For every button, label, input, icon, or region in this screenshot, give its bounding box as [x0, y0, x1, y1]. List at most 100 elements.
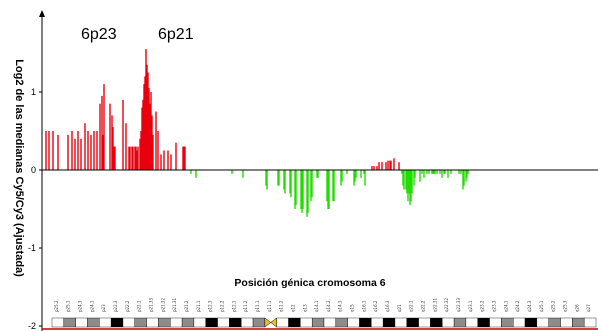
band-label: q23.3	[491, 300, 496, 312]
band-label: q11.1	[267, 300, 272, 312]
ideogram-band	[371, 317, 384, 328]
ideogram-centromere	[264, 317, 277, 328]
band-label: p12.3	[208, 300, 213, 312]
ideogram-band	[193, 317, 206, 328]
band-label: p25.1	[66, 300, 71, 312]
ideogram-band	[382, 317, 396, 328]
y-tick-label: -1	[28, 243, 36, 253]
ideogram-band	[311, 317, 325, 328]
band-label: q22.31	[432, 298, 437, 312]
band-label: q16.1	[361, 300, 366, 312]
band-label: q21	[397, 304, 402, 312]
y-tick-label: 0	[31, 165, 36, 175]
ideogram-band	[134, 317, 147, 328]
ideogram-band	[217, 317, 230, 328]
band-label: p12.1	[231, 300, 236, 312]
ideogram-band	[406, 317, 419, 328]
band-label: q13	[302, 304, 307, 312]
ideogram-band	[122, 317, 135, 328]
ideogram-band	[323, 317, 337, 328]
ideogram-band	[572, 317, 585, 328]
band-label: q14.2	[326, 300, 331, 312]
ideogram-band	[335, 317, 348, 328]
band-labels: p25.2 p25.1 p24.3 p24.1 p23 p22.3 p22.2 p22.1 p2…	[54, 298, 591, 312]
ideogram-band	[501, 317, 514, 328]
data-bars	[45, 49, 469, 217]
ideogram-band	[288, 317, 301, 328]
ideogram-band	[513, 317, 526, 328]
ideogram-band	[477, 317, 490, 328]
ideogram-band	[99, 317, 112, 328]
ideogram-band	[453, 317, 467, 328]
ideogram-band	[347, 317, 360, 328]
annotation-6p21: 6p21	[158, 26, 194, 43]
band-label: q22.2	[421, 300, 426, 312]
ideogram-band	[560, 317, 573, 328]
y-axis-arrow	[39, 10, 45, 17]
ideogram-band	[87, 317, 100, 328]
annotation-6p23: 6p23	[81, 26, 117, 43]
band-label: p23	[101, 304, 106, 312]
band-label: q24.3	[527, 300, 532, 312]
y-ticks: 1 0 -1 -2	[28, 87, 42, 331]
band-label: p22.2	[125, 300, 130, 312]
y-tick-label: -2	[28, 321, 36, 331]
band-label: q22.32	[444, 298, 449, 312]
band-label: q22.1	[409, 300, 414, 312]
band-label: q16.2	[373, 300, 378, 312]
band-label: p24.1	[89, 300, 94, 312]
ideogram-band	[181, 317, 195, 328]
band-label: q27	[586, 304, 591, 312]
band-label: p11.2	[243, 300, 248, 312]
ideogram-band	[170, 317, 183, 328]
band-label: p25.2	[54, 300, 59, 312]
band-label: q24.2	[515, 300, 520, 312]
ideogram-band	[146, 317, 159, 328]
band-label: q16.3	[385, 300, 390, 312]
band-label: q22.33	[456, 298, 461, 312]
band-label: q14.3	[338, 300, 343, 312]
ideogram-band	[465, 317, 478, 328]
y-axis	[39, 10, 45, 331]
ideogram-band	[63, 317, 76, 328]
ideogram-band	[110, 317, 124, 328]
y-tick-label: 1	[31, 87, 36, 97]
band-label: p21.32	[160, 298, 165, 312]
band-label: p24.3	[78, 300, 83, 312]
band-label: q25.3	[562, 300, 567, 312]
ideogram-band	[430, 317, 443, 328]
band-label: q23.1	[468, 300, 473, 312]
ideogram-band	[241, 317, 254, 328]
ideogram-band	[300, 317, 313, 328]
ideogram-band	[536, 317, 549, 328]
ideogram-band	[252, 317, 266, 328]
band-label: q14.1	[314, 300, 319, 312]
ideogram-band	[583, 317, 597, 328]
chromosome-ideogram	[51, 317, 597, 328]
x-axis-label: Posición génica cromosoma 6	[234, 277, 385, 289]
band-label: q23.2	[480, 300, 485, 312]
ideogram-band	[524, 317, 538, 328]
ideogram-band	[158, 317, 171, 328]
y-axis-label: Log2 de las medianas Cy5/Cy3 (Ajustada)	[13, 59, 25, 277]
band-label: q24.1	[503, 300, 508, 312]
band-label: p21.31	[172, 298, 177, 312]
ideogram-band	[276, 317, 289, 328]
band-label: p21.1	[196, 300, 201, 312]
ideogram-band	[489, 317, 502, 328]
ideogram-band	[548, 317, 561, 328]
band-label: q11.2	[279, 300, 284, 312]
band-label: q25.1	[539, 300, 544, 312]
ideogram-band	[418, 317, 431, 328]
ideogram-band	[394, 317, 407, 328]
band-label: p21.2	[184, 300, 189, 312]
ideogram-band	[442, 317, 455, 328]
ideogram-band	[51, 317, 65, 328]
band-label: p11.1	[255, 300, 260, 312]
band-label: q12	[290, 304, 295, 312]
band-label: p22.3	[113, 300, 118, 312]
band-label: p12.2	[219, 300, 224, 312]
band-label: p21.33	[149, 298, 154, 312]
band-label: p22.1	[137, 300, 142, 312]
